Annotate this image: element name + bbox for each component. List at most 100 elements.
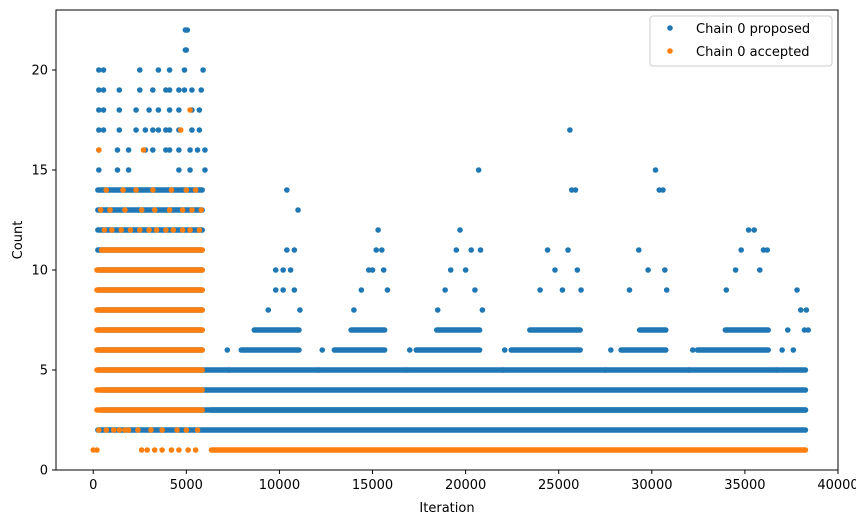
data-point [198,207,205,213]
y-axis-label: Count [11,221,26,260]
data-point [537,287,543,293]
data-point [574,267,581,273]
data-point [100,87,107,93]
data-point [96,167,102,173]
point-band [98,247,205,253]
data-point [284,247,290,253]
data-point [434,307,441,313]
data-point [125,147,132,153]
data-point [166,107,173,113]
data-point [179,207,186,213]
data-point [265,307,272,313]
data-point [375,227,381,233]
data-point [552,267,558,273]
data-point [663,287,670,293]
series-1 [90,107,809,453]
data-point [373,247,380,253]
data-point [202,167,208,173]
data-point [136,67,143,73]
data-point [194,427,201,433]
data-point [751,227,758,233]
data-point [479,307,486,313]
data-point [153,227,160,233]
x-tick-label: 0 [89,478,97,493]
x-tick-label: 25000 [538,478,579,493]
data-point [146,227,152,233]
data-point [468,247,475,253]
axes-layer: 0 5000 10000 15000 20000 25000 30000 35000 40000… [31,64,856,494]
x-tick-label: 35000 [724,478,765,493]
data-point [170,227,177,233]
data-point [151,207,158,213]
data-point [155,107,162,113]
legend-label-proposed: Chain 0 proposed [696,22,810,37]
point-band [251,327,302,333]
data-point [224,347,231,353]
data-point [150,87,156,93]
data-point [196,127,203,133]
data-point [181,87,188,93]
data-point [168,447,175,453]
data-point [133,107,139,113]
point-band [94,367,205,373]
data-point [544,247,551,253]
data-point [196,107,203,113]
point-band [527,327,583,333]
data-point [351,307,357,313]
point-band [94,327,205,333]
y-tick-label: 0 [40,464,48,479]
data-point [689,347,696,353]
data-point [125,427,132,433]
data-point [380,267,387,273]
data-point [635,247,642,253]
data-point [151,447,158,453]
data-point [200,67,206,73]
data-point [120,187,126,193]
data-point [732,267,739,273]
data-point [116,427,123,433]
data-point [166,127,173,133]
data-point [559,287,566,293]
x-tick-label: 20000 [445,478,486,493]
point-band [238,347,302,353]
data-point [738,247,744,253]
data-point [280,287,286,293]
point-band [433,327,483,333]
data-point [148,427,154,433]
data-point [797,307,804,313]
data-point [110,427,117,433]
data-point [176,167,182,173]
data-point [578,287,584,293]
data-point [572,187,579,193]
data-point [116,107,123,113]
data-point [177,127,184,133]
data-point [166,207,173,213]
point-band [98,387,809,393]
data-point [447,267,454,273]
data-point [133,187,139,193]
data-point [384,287,391,293]
point-band [94,267,205,273]
data-point [146,107,152,113]
data-point [477,247,484,253]
data-point [773,367,780,373]
point-band [348,327,388,333]
data-point [155,127,162,133]
data-point [181,67,188,73]
data-point [652,167,659,173]
data-point [100,107,107,113]
data-point [179,227,186,233]
point-band [94,407,205,413]
data-point [136,227,143,233]
point-band [94,387,205,393]
data-point [163,227,169,233]
point-band [722,327,771,333]
data-point [187,227,193,233]
data-point [107,207,113,213]
data-point [379,247,385,253]
data-point [174,427,180,433]
legend-label-accepted: Chain 0 accepted [696,45,810,60]
legend-marker-accepted [667,48,673,54]
data-point [626,287,633,293]
data-point [150,147,156,153]
